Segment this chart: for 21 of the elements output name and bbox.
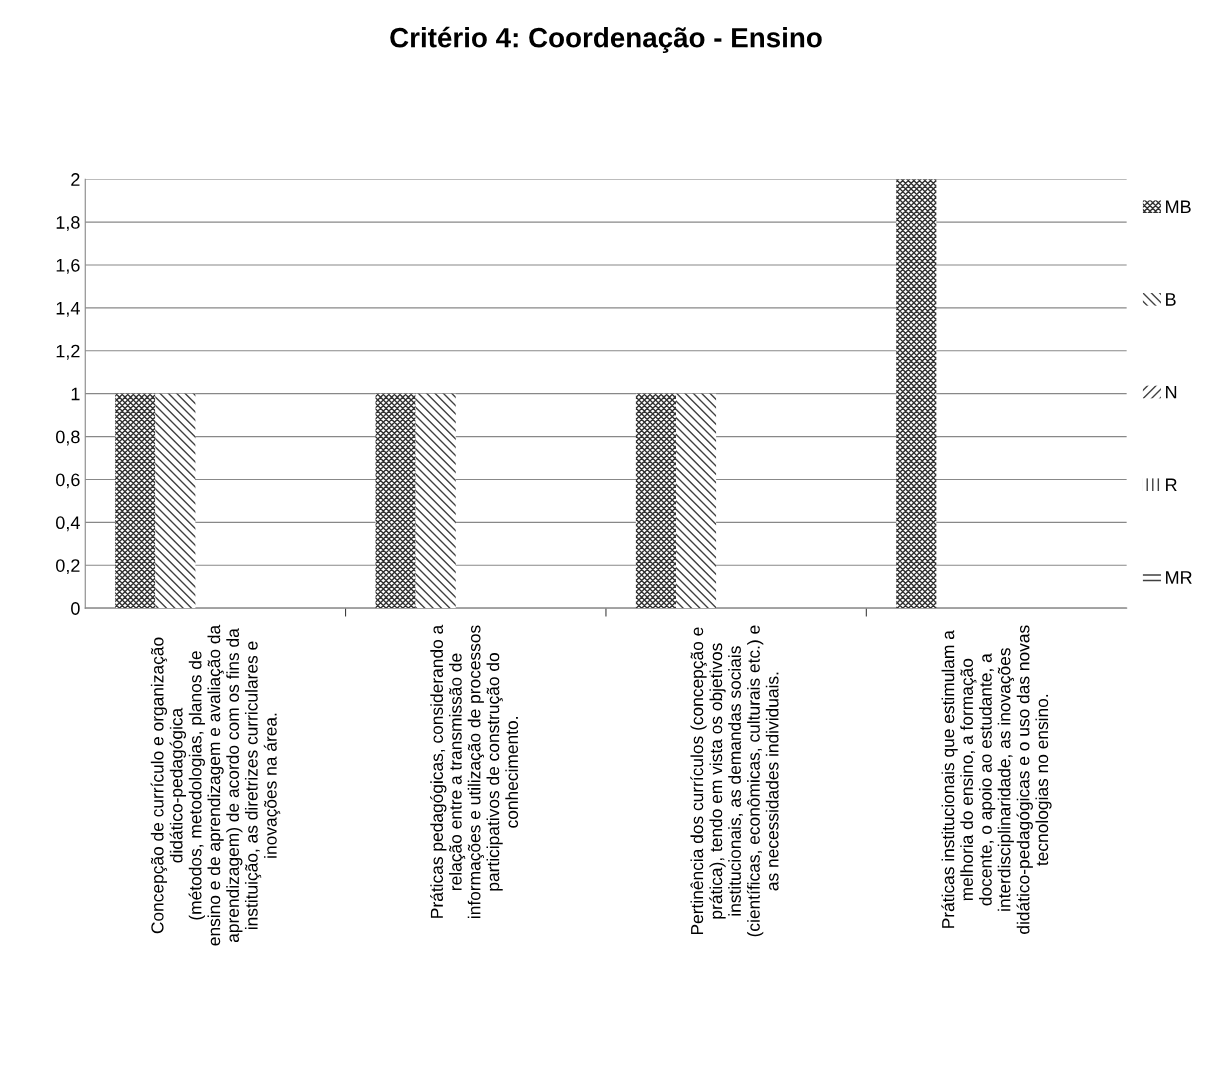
legend-label: B — [1166, 293, 1176, 306]
y-tick-label: 0 — [71, 602, 80, 615]
y-tick-label: 0,6 — [56, 473, 80, 489]
legend-label: MR — [1166, 571, 1192, 584]
legend-label: MB — [1166, 200, 1191, 214]
y-tick-label: 0,4 — [56, 516, 80, 532]
x-tick-label: Práticas pedagógicas, considerando a relação entre a transmissão de informações e utilização de processos participativos de construção do conhecimento. — [430, 624, 519, 918]
legend-label: N — [1166, 385, 1177, 399]
y-tick-label: 1 — [71, 387, 80, 401]
y-tick-label: 2 — [71, 173, 80, 186]
chart-title: Critério 4: Coordenação - Ensino — [390, 26, 822, 54]
y-tick-label: 1,6 — [56, 258, 80, 274]
y-tick-label: 1,4 — [56, 302, 80, 317]
legend-label: R — [1166, 478, 1177, 492]
y-tick-label: 1,8 — [56, 216, 80, 231]
x-tick-label: Práticas institucionais que estimulam a melhoria do ensino, a formação docente, o apoio ao estudante, a interdisciplinaridade, as inovações didático-pedagógicas e o uso das novas tecnologias no ensino. — [941, 625, 1052, 934]
x-tick-label: Concepção de currículo e organização didático-pedagógica (métodos, metodologias, planos de ensino e de aprendizagem e avaliação da aprendizagem) de acordo com os fins da instituição, as diretrizes curriculares e inovações na área. — [150, 624, 281, 946]
y-tick-label: 1,2 — [56, 344, 80, 360]
y-tick-label: 0,8 — [56, 430, 80, 446]
x-tick-label: Pertinência dos currículos (concepção e prática), tendo em vista os objetivos institucionais, as demandas sociais (científicas, econômicas, culturais etc.) e as necessidades individuais. — [690, 625, 779, 937]
y-tick-label: 0,2 — [56, 559, 80, 575]
